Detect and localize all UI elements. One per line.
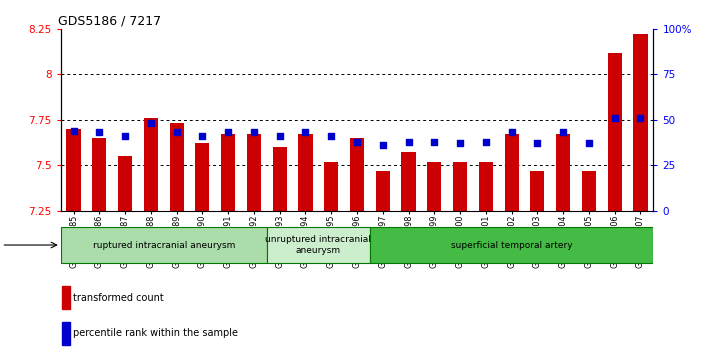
Bar [118,156,132,211]
Point [506,130,518,135]
Bar [556,134,570,211]
Point [428,139,440,144]
Bar [62,322,70,344]
Point [196,133,208,139]
Bar [370,227,653,263]
Bar [427,162,441,211]
Text: percentile rank within the sample: percentile rank within the sample [73,329,238,338]
Bar [608,53,622,211]
Point [609,115,620,121]
Bar [196,143,209,211]
Bar [267,227,370,263]
Point [351,139,363,144]
Bar [273,147,287,211]
Bar [350,138,364,211]
Bar [62,286,70,309]
Text: ruptured intracranial aneurysm: ruptured intracranial aneurysm [93,241,235,249]
Bar [401,152,416,211]
Bar [92,138,106,211]
Text: GDS5186 / 7217: GDS5186 / 7217 [58,15,161,28]
Bar [169,123,183,211]
Point [119,133,131,139]
Point [377,142,388,148]
Point [171,130,182,135]
Point [248,130,260,135]
Bar [582,171,596,211]
Point [454,140,466,146]
Bar [247,134,261,211]
Bar [324,162,338,211]
Point [403,139,414,144]
Bar [298,134,313,211]
Point [274,133,286,139]
Point [532,140,543,146]
Point [326,133,337,139]
Text: unruptured intracranial
aneurysm: unruptured intracranial aneurysm [266,235,371,255]
Bar [66,129,81,211]
Text: superficial temporal artery: superficial temporal artery [451,241,573,249]
Point [635,115,646,121]
Bar [144,118,158,211]
Bar [531,171,545,211]
Point [223,130,234,135]
Text: transformed count: transformed count [73,293,164,303]
Bar [505,134,518,211]
Point [480,139,491,144]
Bar [376,171,390,211]
Bar [633,34,648,211]
Bar [479,162,493,211]
Point [68,128,79,134]
Bar [61,227,267,263]
Point [145,121,156,126]
Bar [453,162,467,211]
Point [300,130,311,135]
Point [583,140,595,146]
Point [558,130,569,135]
Bar [221,134,235,211]
Point [94,130,105,135]
